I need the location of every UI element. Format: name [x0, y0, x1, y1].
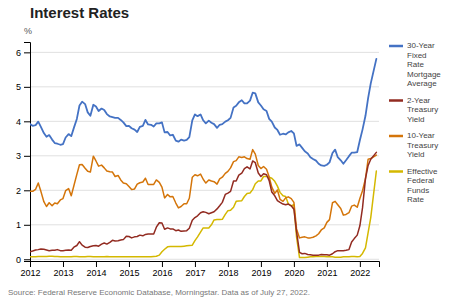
- series-line: [30, 152, 376, 255]
- legend-label-line: Yield: [407, 114, 425, 123]
- legend-label: 2-YearTreasuryYield: [407, 95, 438, 123]
- grid-line: [30, 86, 379, 87]
- plot-area: [30, 59, 376, 258]
- legend-swatch: [389, 99, 403, 102]
- x-tick-label: 2022: [350, 268, 370, 278]
- y-tick: 2: [16, 186, 30, 196]
- x-tick: 2016: [152, 261, 172, 278]
- x-tick: 2020: [284, 261, 304, 278]
- y-tick: 1: [16, 220, 30, 230]
- y-tick-label: 6: [16, 48, 21, 58]
- x-tick: 2022: [350, 261, 370, 278]
- grid-line: [30, 52, 379, 53]
- legend-label: EffectiveFederalFundsRate: [407, 166, 438, 204]
- legend-swatch: [389, 135, 403, 138]
- y-tick-label: 3: [16, 151, 21, 161]
- legend-label-line: Mortgage: [407, 69, 441, 78]
- x-tick-label: 2015: [119, 268, 139, 278]
- x-tick: 2021: [317, 261, 337, 278]
- x-tick-label: 2020: [284, 268, 304, 278]
- y-tick: 0: [16, 255, 30, 265]
- title: Interest Rates: [30, 4, 129, 21]
- legend-label-line: Average: [407, 79, 437, 88]
- y-tick-mark: [24, 87, 30, 88]
- y-tick-mark: [24, 225, 30, 226]
- x-tick-label: 2016: [152, 268, 172, 278]
- y-tick-mark: [24, 156, 30, 157]
- y-tick-mark: [24, 259, 30, 260]
- y-tick: 6: [16, 48, 30, 58]
- grid-line: [30, 259, 379, 260]
- y-tick-label: 5: [16, 82, 21, 92]
- source-note: Source: Federal Reserve Economic Databas…: [8, 288, 310, 297]
- y-tick: 5: [16, 82, 30, 92]
- x-tick-label: 2018: [218, 268, 238, 278]
- legend-item: 10-YearTreasuryYield: [389, 131, 438, 159]
- grid: [30, 52, 379, 259]
- legend-label-line: 30-Year: [407, 41, 435, 50]
- y-tick-mark: [24, 121, 30, 122]
- x-tick-mark: [96, 261, 97, 267]
- x-tick-mark: [129, 261, 130, 267]
- y-tick-mark: [24, 52, 30, 53]
- legend-label: 10-YearTreasuryYield: [407, 131, 438, 159]
- x-tick-mark: [294, 261, 295, 267]
- x-tick-mark: [162, 261, 163, 267]
- legend-label-line: Effective: [407, 166, 438, 175]
- y-tick-label: 4: [16, 117, 21, 127]
- y-tick-label: 2: [16, 186, 21, 196]
- legend-swatch: [389, 170, 403, 173]
- x-tick-mark: [327, 261, 328, 267]
- x-tick-mark: [63, 261, 64, 267]
- series-line: [30, 150, 376, 238]
- grid-line: [30, 155, 379, 156]
- legend: 30-YearFixedRateMortgageAverage2-YearTre…: [389, 41, 441, 204]
- x-tick: 2019: [251, 261, 271, 278]
- y-axis-line: [24, 43, 31, 262]
- x-tick: 2015: [119, 261, 139, 278]
- legend-label-line: Funds: [407, 185, 429, 194]
- legend-swatch: [389, 45, 403, 48]
- x-tick: 2012: [20, 261, 40, 278]
- y-tick: 4: [16, 117, 30, 127]
- x-axis: 2012 2013 2014 2015 2016 2017 2018 2019 2020 2021…: [20, 261, 379, 278]
- x-tick-label: 2013: [53, 268, 73, 278]
- x-tick-mark: [360, 261, 361, 267]
- legend-label-line: Rate: [407, 195, 424, 204]
- legend-label-line: Yield: [407, 150, 425, 159]
- series-line: [30, 59, 376, 166]
- legend-label-line: Fixed: [407, 50, 427, 59]
- legend-label-line: Federal: [407, 176, 434, 185]
- chart: 2012201320142015201620172018201920202021…: [0, 0, 474, 301]
- x-tick: 2018: [218, 261, 238, 278]
- legend-label: 30-YearFixedRateMortgageAverage: [407, 41, 441, 88]
- x-tick-mark: [261, 261, 262, 267]
- legend-item: 30-YearFixedRateMortgageAverage: [389, 41, 441, 88]
- legend-item: EffectiveFederalFundsRate: [389, 166, 438, 204]
- y-tick-mark: [24, 190, 30, 191]
- y-axis: 0 1 2 3 4 5 6: [16, 43, 31, 265]
- y-tick-label: 1: [16, 220, 21, 230]
- x-tick: 2013: [53, 261, 73, 278]
- y-label: %: [24, 26, 32, 36]
- legend-label-line: Treasury: [407, 105, 438, 114]
- legend-item: 2-YearTreasuryYield: [389, 95, 438, 123]
- x-tick: 2017: [185, 261, 205, 278]
- x-tick-label: 2019: [251, 268, 271, 278]
- x-axis-line: [31, 262, 380, 268]
- legend-label-line: Treasury: [407, 140, 438, 149]
- x-tick-label: 2017: [185, 268, 205, 278]
- x-tick-label: 2014: [86, 268, 106, 278]
- y-tick: 3: [16, 151, 30, 161]
- x-tick-label: 2012: [20, 268, 40, 278]
- x-tick-mark: [195, 261, 196, 267]
- legend-label-line: Rate: [407, 60, 424, 69]
- legend-label-line: 10-Year: [407, 131, 435, 140]
- x-tick-label: 2021: [317, 268, 337, 278]
- grid-line: [30, 190, 379, 191]
- y-tick-label: 0: [16, 255, 21, 265]
- x-tick: 2014: [86, 261, 106, 278]
- legend-label-line: 2-Year: [407, 95, 431, 104]
- x-tick-mark: [228, 261, 229, 267]
